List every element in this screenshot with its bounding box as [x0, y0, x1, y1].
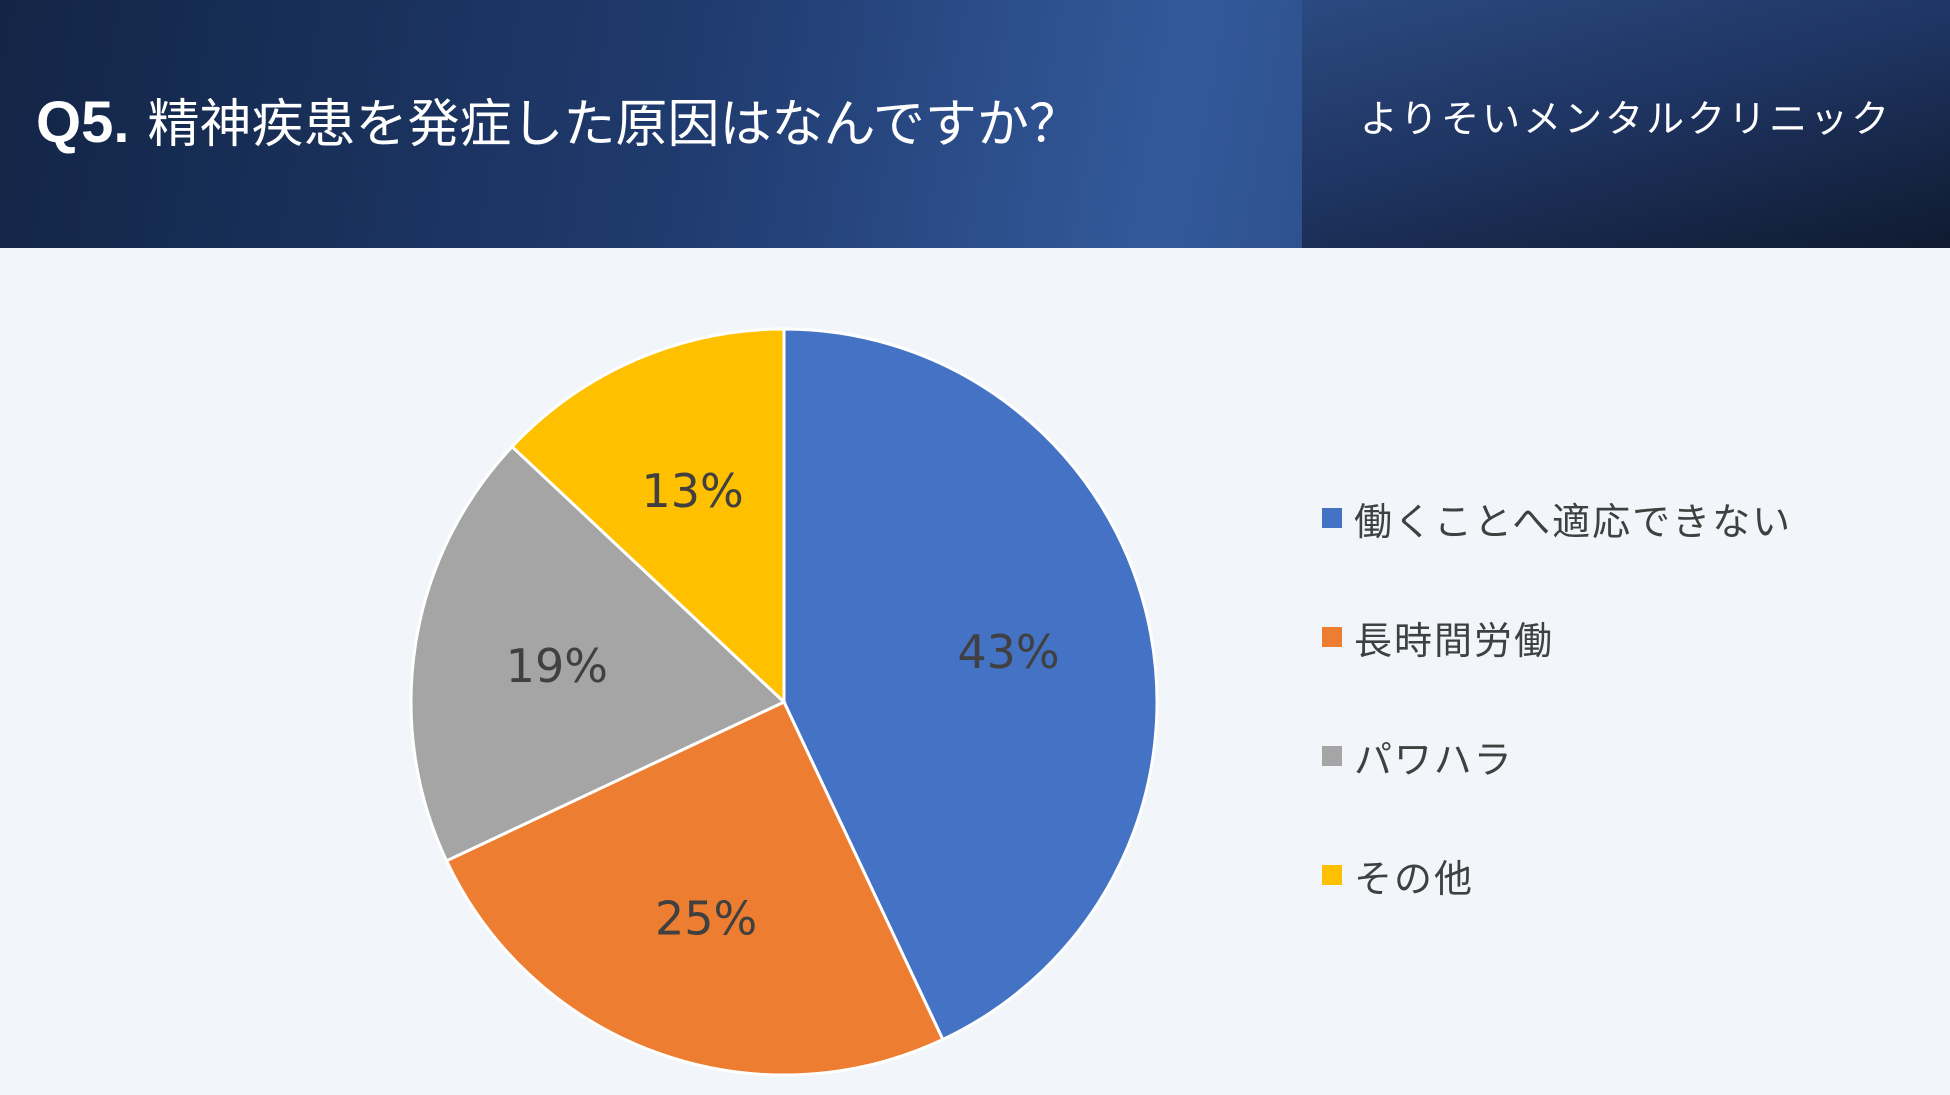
clinic-name: よりそいメンタルクリニック	[1359, 97, 1893, 141]
header-right-panel	[1302, 0, 1950, 248]
legend-item-2: 長時間労働	[1322, 607, 1882, 667]
question-number: Q5.	[36, 90, 130, 155]
pie-slice-3	[409, 444, 787, 863]
slice-data-label-3: 19%	[506, 639, 608, 693]
chart-legend: 働くことへ適応できない 長時間労働パワハラその他	[1322, 488, 1882, 964]
legend-swatch-3	[1322, 746, 1342, 766]
legend-swatch-2	[1322, 627, 1342, 647]
legend-label-1: 働くことへ適応できない	[1354, 499, 1793, 544]
pie-slice-1	[782, 327, 1159, 1042]
legend-label-4: その他	[1354, 856, 1475, 901]
legend-swatch-4	[1322, 865, 1342, 885]
pie-slice-2	[444, 700, 945, 1077]
legend-item-4: その他	[1322, 845, 1882, 905]
pie-slice-4	[509, 327, 786, 706]
legend-item-3: パワハラ	[1322, 726, 1882, 786]
legend-label-3: パワハラ	[1354, 737, 1514, 782]
slide-header: Q5. 精神疾患を発症した原因はなんですか？ よりそいメンタルクリニック	[0, 0, 1950, 248]
question-text: 精神疾患を発症した原因はなんですか？	[147, 95, 1081, 155]
pie-chart: 43% 25% 19% 13%	[409, 327, 1159, 1077]
slice-data-label-4: 13%	[642, 464, 744, 518]
chart-area: 43% 25% 19% 13% 働くことへ適応できない 長時間労働パワハラその他	[0, 248, 1950, 1095]
legend-item-1: 働くことへ適応できない	[1322, 488, 1882, 548]
page-title: Q5. 精神疾患を発症した原因はなんですか？	[36, 82, 1081, 162]
legend-label-2: 長時間労働	[1354, 618, 1555, 663]
slice-data-label-1: 43%	[957, 625, 1059, 679]
slice-data-label-2: 25%	[655, 891, 757, 945]
legend-swatch-1	[1322, 508, 1342, 528]
